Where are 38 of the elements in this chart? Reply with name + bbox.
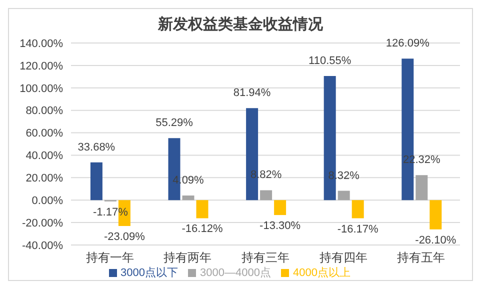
data-label: 81.94% xyxy=(233,87,271,100)
y-tick-label: 60.00% xyxy=(26,128,64,140)
bar xyxy=(90,162,102,200)
y-tick-label: 100.00% xyxy=(20,82,64,95)
x-tick-label: 持有四年 xyxy=(319,250,368,265)
bar xyxy=(260,190,272,200)
bar xyxy=(352,200,364,218)
bar xyxy=(430,200,442,230)
y-tick-label: 20.00% xyxy=(26,172,64,185)
data-label: -16.17% xyxy=(337,223,379,236)
y-tick-label: 140.00% xyxy=(20,38,64,50)
x-tick-label: 持有一年 xyxy=(86,250,134,265)
data-label: -26.10% xyxy=(415,234,456,246)
bar xyxy=(274,200,286,216)
y-tick-label: 40.00% xyxy=(26,150,64,162)
data-label: 33.68% xyxy=(78,141,116,154)
data-label: 126.09% xyxy=(386,38,430,50)
data-label: 55.29% xyxy=(156,117,194,130)
data-label: -23.09% xyxy=(104,231,146,244)
y-tick-label: 0.00% xyxy=(32,195,64,208)
data-label: -13.30% xyxy=(260,220,301,232)
y-tick-label: 120.00% xyxy=(20,60,64,72)
bar xyxy=(416,175,428,200)
legend-label: 3000点以下 xyxy=(120,267,178,279)
x-tick-label: 持有两年 xyxy=(164,250,212,265)
y-tick-label: -40.00% xyxy=(22,240,64,252)
x-tick-label: 持有五年 xyxy=(397,250,446,265)
bar xyxy=(182,196,194,200)
legend-label: 3000—4000点 xyxy=(200,267,271,279)
bar xyxy=(338,190,350,200)
bar xyxy=(196,200,208,218)
data-label: 110.55% xyxy=(308,55,352,68)
legend-label: 4000点以上 xyxy=(292,267,350,279)
chart-title: 新发权益类基金收益情况 xyxy=(156,14,324,35)
data-label: -16.12% xyxy=(182,223,223,236)
y-tick-label: -20.00% xyxy=(22,217,64,230)
y-tick-label: 80.00% xyxy=(26,105,64,118)
x-tick-label: 持有三年 xyxy=(242,250,290,265)
